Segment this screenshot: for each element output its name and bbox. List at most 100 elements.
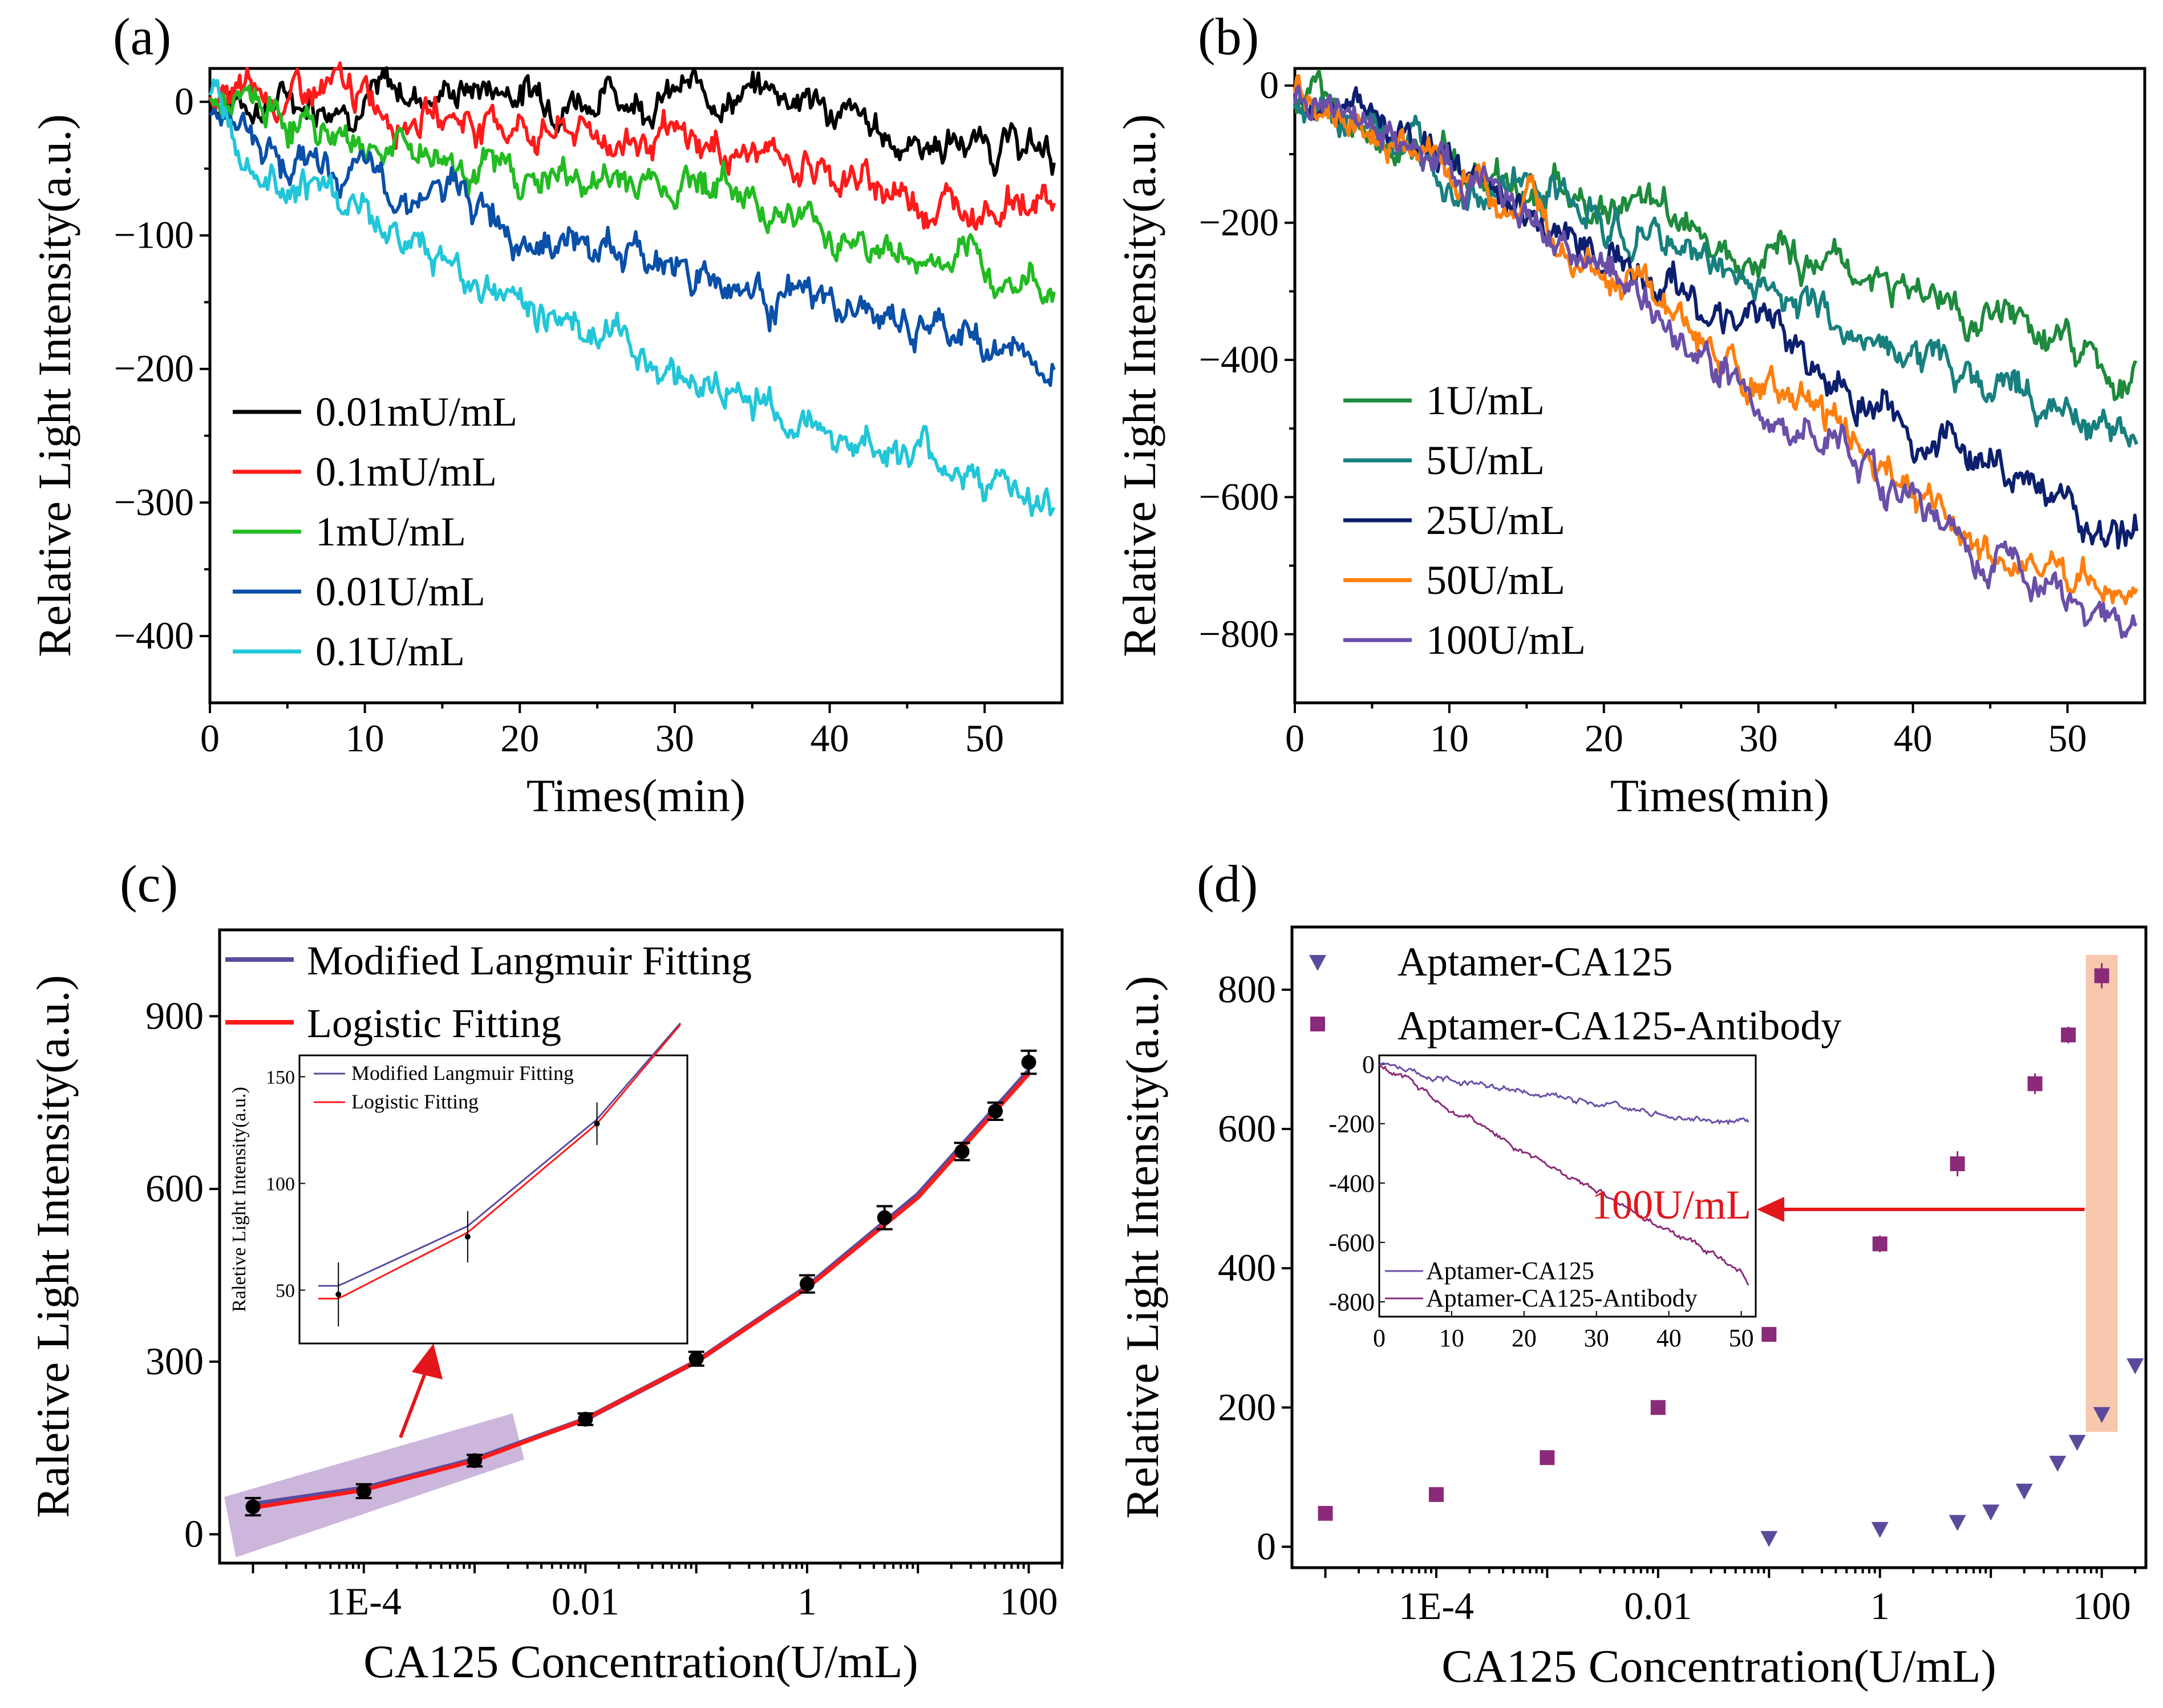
panel-label: (d) (1197, 855, 1258, 913)
square-point (1428, 1487, 1444, 1502)
y-tick-label-600: 600 (145, 1167, 204, 1210)
inset-y-tick-label-_800: -800 (1328, 1288, 1375, 1316)
y-tick-label-0: 0 (1257, 1524, 1276, 1568)
y-tick-label-300: 300 (145, 1339, 204, 1383)
legend-label-0.1mU/mL: 0.1mU/mL (315, 449, 497, 495)
x-axis-title: Times(min) (1610, 770, 1829, 821)
inset-y-tick-label-_400: -400 (1328, 1169, 1375, 1197)
inset-c: 50 100 150 Modified Langmuir Fitting Logisti… (229, 1022, 688, 1345)
data-point (954, 1144, 970, 1159)
y-tick-label-600: 600 (1218, 1107, 1276, 1150)
y-tick-label-_400: −400 (114, 614, 194, 657)
x-tick-label-50: 50 (2048, 717, 2087, 760)
panel-label: (a) (113, 7, 171, 66)
square-point (1650, 1400, 1666, 1415)
legend-label-1U/mL: 1U/mL (1426, 378, 1545, 423)
plot-frame (1290, 925, 2148, 1569)
x-axis-title: CA125 Concentration(U/mL) (363, 1636, 918, 1687)
inset-legend-label-Aptamer-CA125-Antibody: Aptamer-CA125-Antibody (1426, 1284, 1698, 1312)
panel-a: 0 10 20 30 40 50 0 −100 −200 −300 −400 0.01mU/mL 0.1… (29, 7, 1064, 821)
y-tick-label-800: 800 (1218, 968, 1276, 1011)
x-tick-label-100: 100 (1000, 1580, 1058, 1623)
inset-y-tick-label-150: 150 (266, 1067, 295, 1088)
triangle-point (2068, 1435, 2086, 1451)
panel-b: 0 10 20 30 40 50 0 −200 −400 −600 −800 1U/mL 5U/mL 25… (1113, 7, 2146, 821)
x-tick-label-1E-4: 1E-4 (326, 1580, 402, 1623)
inset-y-axis-title: Raletive Light Intensity(a.u.) (229, 1087, 250, 1312)
plot-frame (1293, 67, 2146, 705)
y-tick-label-_200: −200 (114, 347, 194, 390)
legend-label-1mU/mL: 1mU/mL (315, 509, 466, 555)
series-line-100U/mL (1293, 84, 2137, 639)
series-line-5U/mL (1293, 96, 2138, 448)
inset-legend-label-Aptamer-CA125: Aptamer-CA125 (1426, 1257, 1594, 1285)
square-point (1872, 1236, 1887, 1252)
triangle-point (1871, 1521, 1889, 1538)
x-tick-label-10: 10 (346, 717, 384, 760)
plot-frame (218, 928, 1064, 1565)
x-axis-title: CA125 Concentration(U/mL) (1441, 1640, 1996, 1692)
y-axis-title: Relative Light Intensity(a.u.) (1116, 976, 1168, 1519)
inset-point (594, 1120, 600, 1127)
square-point (1540, 1450, 1555, 1466)
inset-x-tick-label-0: 0 (1373, 1324, 1386, 1352)
x-tick-label-100: 100 (2073, 1584, 2131, 1628)
inset-x-tick-label-20: 20 (1512, 1324, 1537, 1352)
y-tick-label-_300: −300 (114, 480, 194, 524)
inset-fit-Modified Langmuir Fitting (318, 1022, 681, 1287)
data-point (988, 1103, 1003, 1119)
x-tick-label-40: 40 (1894, 717, 1933, 760)
y-tick-label-900: 900 (145, 994, 204, 1037)
series-line-0.01mU/mL (208, 66, 1056, 177)
y-tick-label-_100: −100 (114, 213, 194, 257)
inset-y-tick-label-0: 0 (1362, 1051, 1375, 1079)
inset-x-tick-label-50: 50 (1729, 1324, 1754, 1352)
panel-c: 1E-4 0.01 1 100 0 300 600 900 Modified Langmuir … (27, 855, 1064, 1687)
legend-label-Logistic Fitting: Logistic Fitting (307, 1001, 561, 1046)
x-tick-label-0.01: 0.01 (1624, 1584, 1692, 1628)
inset-y-tick-label-50: 50 (276, 1280, 295, 1301)
x-tick-label-0: 0 (200, 717, 220, 760)
triangle-point (2126, 1358, 2144, 1375)
triangle-point (2093, 1407, 2111, 1423)
x-tick-label-20: 20 (1585, 717, 1623, 760)
y-tick-label-200: 200 (1218, 1385, 1276, 1428)
inset-x-tick-label-10: 10 (1439, 1324, 1464, 1352)
inset-x-tick-label-40: 40 (1656, 1324, 1682, 1352)
inset-line-Aptamer-CA125-Antibody (1379, 1064, 1749, 1286)
panel-label: (b) (1198, 7, 1259, 66)
y-tick-label-0: 0 (175, 80, 194, 123)
inset-y-tick-label-_200: -200 (1328, 1110, 1375, 1138)
y-tick-label-_200: −200 (1199, 200, 1279, 244)
data-point (688, 1351, 704, 1366)
legend-label-50U/mL: 50U/mL (1426, 557, 1565, 603)
y-axis-title: Relative Light Intensity(a.u.) (1113, 114, 1165, 657)
x-tick-label-1: 1 (1870, 1584, 1890, 1628)
y-axis-title: Raletive Light Intensity(a.u.) (27, 975, 79, 1518)
inset-frame (298, 1054, 688, 1345)
data-point (1021, 1055, 1036, 1070)
data-point (467, 1453, 483, 1468)
inset-line-Aptamer-CA125 (1378, 1062, 1749, 1126)
y-tick-label-_800: −800 (1199, 612, 1279, 655)
legend-label-Aptamer-CA125-Antibody: Aptamer-CA125-Antibody (1398, 1003, 1841, 1049)
legend-label-Aptamer-CA125: Aptamer-CA125 (1398, 939, 1672, 985)
legend-label-0.01mU/mL: 0.01mU/mL (315, 389, 517, 435)
data-point (578, 1411, 593, 1427)
callout-arrow (399, 1368, 428, 1439)
data-point (877, 1210, 892, 1225)
triangle-point (1982, 1504, 2000, 1521)
series-line-1mU/mL (209, 84, 1056, 305)
inset-point (464, 1233, 471, 1240)
triangle-point (2049, 1455, 2067, 1472)
legend-label-0.01U/mL: 0.01U/mL (315, 569, 485, 614)
inset-y-tick-label-_600: -600 (1328, 1229, 1375, 1257)
legend-marker-Aptamer-CA125-Antibody (1310, 1017, 1325, 1031)
x-tick-label-30: 30 (655, 717, 694, 760)
series-line-0.01U/mL (208, 107, 1056, 387)
series-line-0.1mU/mL (208, 61, 1056, 231)
y-tick-label-400: 400 (1218, 1246, 1276, 1289)
y-tick-label-0: 0 (184, 1512, 204, 1556)
legend-label-0.1U/mL: 0.1U/mL (315, 629, 465, 674)
square-point (1318, 1505, 1333, 1521)
